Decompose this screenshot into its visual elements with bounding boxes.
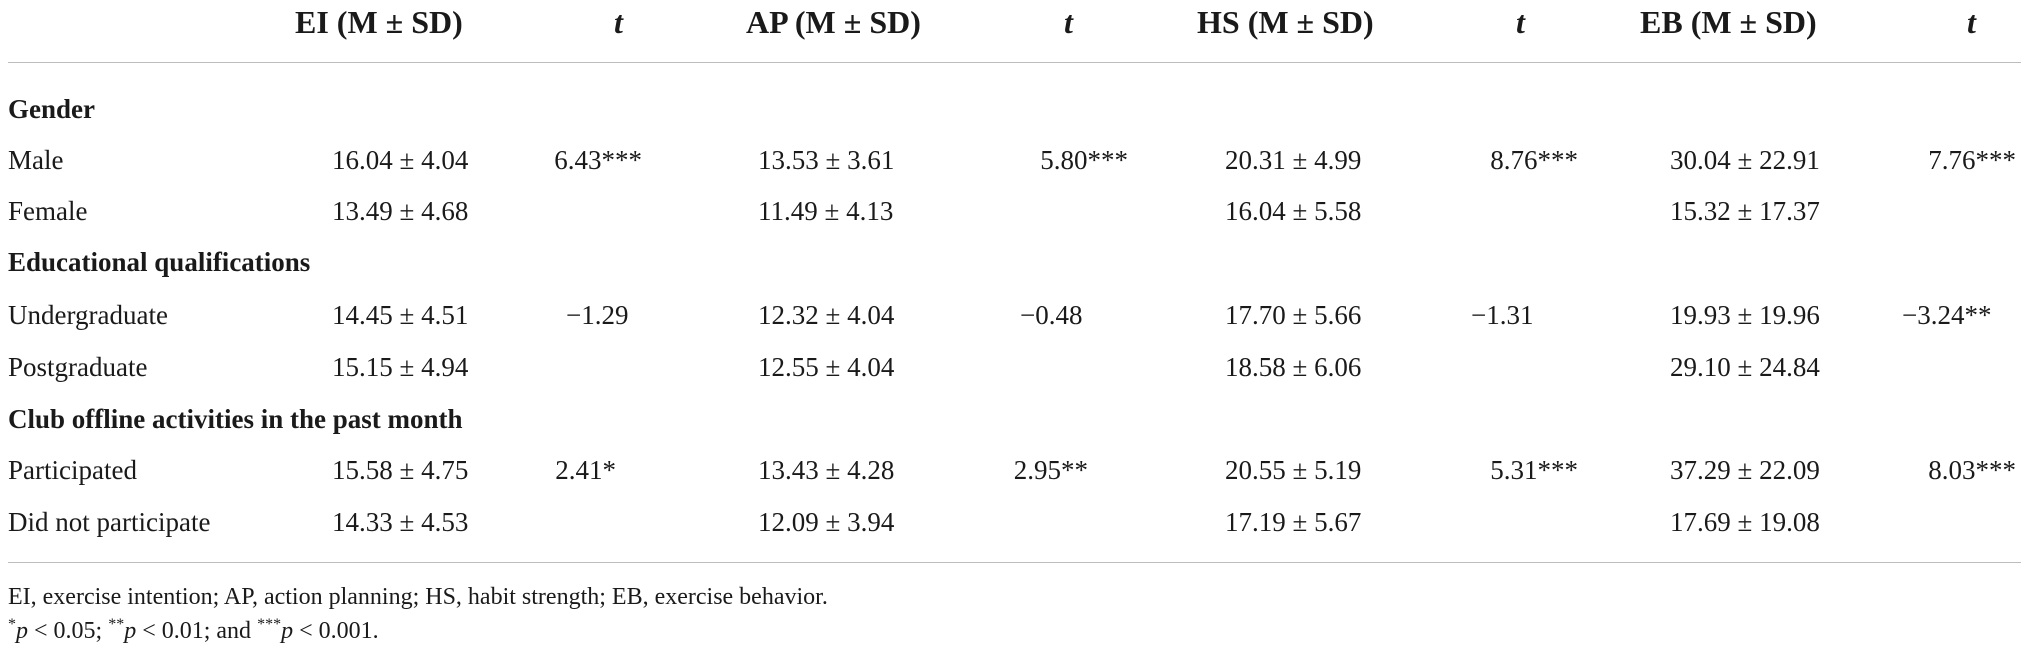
cell-ei-t: 6.43*** [554, 145, 642, 175]
cell-hs: 20.55 ± 5.19 [1225, 455, 1362, 485]
cell-eb-t: 8.03*** [1928, 455, 2016, 485]
header-hs-t: t [1516, 4, 1525, 40]
row-label: Undergraduate [8, 300, 168, 330]
cell-hs: 20.31 ± 4.99 [1225, 145, 1362, 175]
cell-hs: 18.58 ± 6.06 [1225, 352, 1362, 382]
cell-hs-t: 5.31*** [1490, 455, 1578, 485]
cell-eb-t: 7.76*** [1928, 145, 2016, 175]
cell-eb-t: −3.24** [1902, 300, 1992, 330]
header-ap-t: t [1064, 4, 1073, 40]
cell-ap: 12.09 ± 3.94 [758, 507, 895, 537]
footnote-sym: ** [108, 616, 125, 633]
footnote-sym: * [8, 616, 16, 633]
cell-ei-t: −1.29 [566, 300, 629, 330]
cell-ap: 11.49 ± 4.13 [758, 196, 894, 226]
cell-eb: 19.93 ± 19.96 [1670, 300, 1820, 330]
cell-ei-t: 2.41* [555, 455, 616, 485]
footnote-var: p [16, 618, 28, 644]
cell-hs: 16.04 ± 5.58 [1225, 196, 1362, 226]
cell-eb: 37.29 ± 22.09 [1670, 455, 1820, 485]
cell-ap: 12.55 ± 4.04 [758, 352, 895, 382]
cell-ei: 13.49 ± 4.68 [332, 196, 469, 226]
cell-ap-t: −0.48 [1020, 300, 1083, 330]
cell-hs: 17.19 ± 5.67 [1225, 507, 1362, 537]
cell-eb: 29.10 ± 24.84 [1670, 352, 1820, 382]
header-ap: AP (M ± SD) [746, 4, 921, 40]
row-label: Postgraduate [8, 352, 148, 382]
cell-ei: 15.58 ± 4.75 [332, 455, 469, 485]
row-label: Did not participate [8, 507, 211, 537]
cell-hs-t: 8.76*** [1490, 145, 1578, 175]
footnote-var: p [281, 618, 294, 644]
cell-hs: 17.70 ± 5.66 [1225, 300, 1362, 330]
cell-ap-t: 2.95** [1013, 455, 1088, 485]
cell-ei: 15.15 ± 4.94 [332, 352, 469, 382]
cell-hs-t: −1.31 [1471, 300, 1534, 330]
header-rule [8, 62, 2021, 63]
cell-eb: 17.69 ± 19.08 [1670, 507, 1820, 537]
row-label: Participated [8, 455, 137, 485]
cell-eb: 30.04 ± 22.91 [1670, 145, 1820, 175]
footnote-text: < 0.01; and [136, 618, 258, 644]
header-ei-t: t [614, 4, 623, 40]
header-eb-t: t [1967, 4, 1976, 40]
header-hs: HS (M ± SD) [1197, 4, 1374, 40]
row-label: Male [8, 145, 64, 175]
footer-rule [8, 562, 2021, 563]
cell-ap: 13.53 ± 3.61 [758, 145, 895, 175]
cell-ei: 14.33 ± 4.53 [332, 507, 469, 537]
footnote-text: < 0.05; [28, 618, 109, 644]
cell-eb: 15.32 ± 17.37 [1670, 196, 1820, 226]
row-label: Female [8, 196, 88, 226]
cell-ei: 14.45 ± 4.51 [332, 300, 469, 330]
cell-ap: 12.32 ± 4.04 [758, 300, 895, 330]
header-eb: EB (M ± SD) [1640, 4, 1817, 40]
footnote-abbreviations: EI, exercise intention; AP, action plann… [8, 584, 828, 610]
section-title: Club offline activities in the past mont… [8, 404, 463, 434]
cell-ei: 16.04 ± 4.04 [332, 145, 469, 175]
header-ei: EI (M ± SD) [295, 4, 463, 40]
footnote-text: < 0.001. [293, 618, 379, 644]
section-title: Educational qualifications [8, 247, 311, 277]
footnote-significance: *p < 0.05; **p < 0.01; and ***p < 0.001. [8, 616, 379, 646]
cell-ap: 13.43 ± 4.28 [758, 455, 895, 485]
section-title: Gender [8, 94, 95, 124]
footnote-var: p [124, 618, 137, 644]
footnote-sym: *** [257, 616, 282, 633]
cell-ap-t: 5.80*** [1040, 145, 1128, 175]
